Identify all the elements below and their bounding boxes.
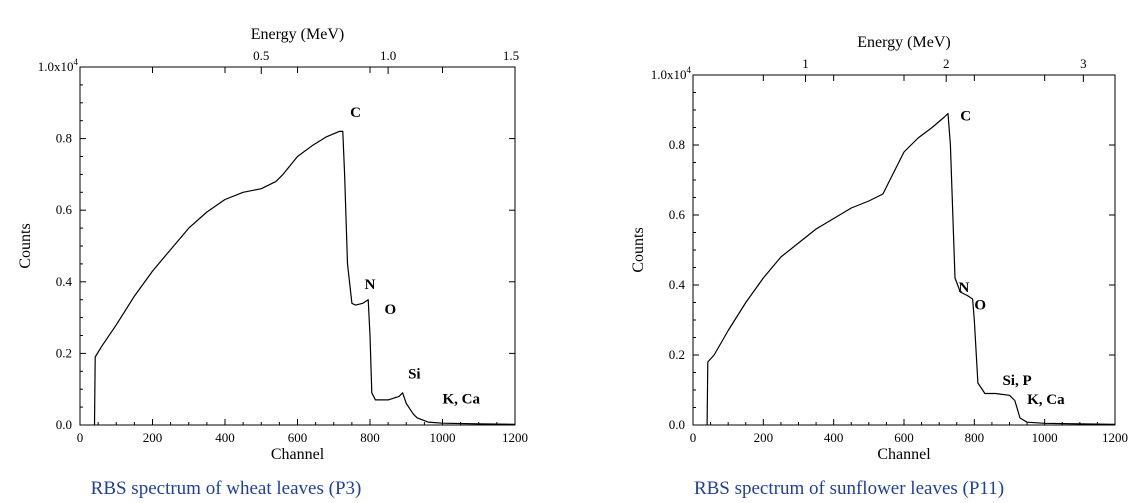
x-tick-label: 200 [143,430,163,445]
y-tick-label: 0.2 [669,347,685,362]
y-tick-label: 0.4 [56,274,73,289]
x-tick-label: 400 [215,430,235,445]
y-tick-label: 0.0 [669,417,685,432]
y-axis-label: Counts [17,223,34,268]
x-tick-label: 0 [77,430,84,445]
energy-tick-label: 2 [943,56,950,71]
y-tick-label: 0.4 [669,277,686,292]
x-tick-label: 1000 [430,430,456,445]
figure-caption: RBS spectrum of sunflower leaves (P11) [694,478,1004,499]
peak-label: O [385,302,397,318]
chart-panel-2: 0 200 400 600 800 1000 1200 0.0 0.2 0.4 0.6 0.8 1.0x… [630,34,1128,499]
y-tick-label: 1.0x104 [38,57,79,74]
top-axis-label: Energy (MeV) [251,26,344,43]
x-tick-label: 0 [690,430,697,445]
spectrum-line [93,130,516,426]
peak-label: Si, P [1002,373,1031,389]
peak-label: N [365,277,376,293]
peak-label: K, Ca [1027,392,1065,408]
x-tick-label: 400 [824,430,844,445]
x-tick-label: 1200 [502,430,528,445]
y-tick-label: 0.8 [669,137,685,152]
y-tick-label: 0.0 [56,417,72,432]
y-tick-label: 0.6 [669,207,686,222]
energy-tick-label: 1 [802,56,809,71]
energy-tick-label: 1.0 [380,48,396,63]
plot-frame [692,74,1116,426]
energy-tick-label: 3 [1080,56,1087,71]
plot-frame [79,66,516,426]
peak-label: K, Ca [443,392,481,408]
x-axis-label: Channel [271,446,325,463]
figure-caption: RBS spectrum of wheat leaves (P3) [91,478,362,499]
peak-label: C [960,109,971,125]
y-tick-label: 0.6 [56,202,73,217]
top-axis-label: Energy (MeV) [857,34,950,51]
y-tick-label: 0.2 [56,345,72,360]
x-tick-label: 1200 [1102,430,1128,445]
energy-tick-label: 1.5 [503,48,519,63]
y-axis-label: Counts [630,227,647,272]
x-axis-label: Channel [877,446,931,463]
x-tick-label: 800 [360,430,380,445]
x-tick-label: 600 [894,430,914,445]
peak-label: Si [408,366,421,382]
x-tick-label: 1000 [1032,430,1058,445]
spectrum-line [706,112,1116,426]
y-tick-label: 0.8 [56,131,72,146]
peak-label: N [959,280,970,296]
energy-tick-label: 0.5 [253,48,269,63]
x-tick-label: 600 [288,430,308,445]
x-tick-label: 800 [965,430,985,445]
x-tick-label: 200 [754,430,774,445]
peak-label: O [974,298,986,314]
peak-label: C [350,105,361,121]
y-tick-label: 1.0x104 [651,65,692,82]
chart-panel-1: 0 200 400 600 800 1000 1200 0.0 0.2 0.4 0.6 0.8 1.0x… [17,26,528,499]
